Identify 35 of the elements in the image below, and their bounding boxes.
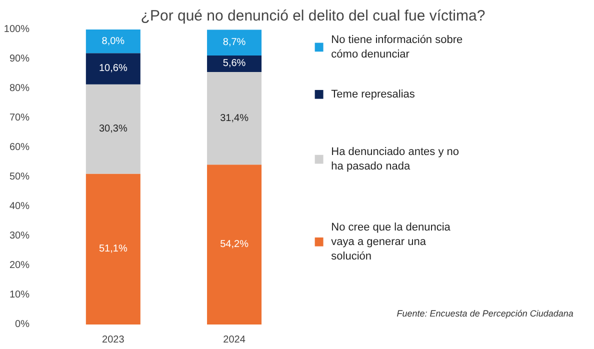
y-tick-label: 60% <box>9 142 30 153</box>
y-tick-label: 100% <box>4 24 30 35</box>
data-label: 10,6% <box>98 63 128 74</box>
data-label: 51,1% <box>98 244 128 255</box>
y-tick-label: 50% <box>9 172 30 182</box>
bar <box>86 84 140 174</box>
bar <box>86 30 140 54</box>
legend-label: Teme represalias <box>331 88 416 100</box>
bar <box>86 174 140 324</box>
y-tick-label: 0% <box>15 319 30 330</box>
bar <box>207 30 262 56</box>
y-tick-label: 20% <box>9 260 30 271</box>
bar <box>86 53 140 84</box>
y-tick-label: 10% <box>9 290 30 300</box>
bar <box>207 164 262 324</box>
x-tick-label: 2023 <box>102 334 125 346</box>
bar <box>207 55 262 72</box>
data-label: 8,7% <box>222 37 246 48</box>
legend-label: Ha denunciado antes y no ha pasado nada <box>331 146 459 172</box>
source-note: Fuente: Encuesta de Percepción Ciudadana <box>396 308 574 319</box>
y-tick-label: 80% <box>9 83 30 94</box>
data-label: 30,3% <box>98 124 128 135</box>
data-label: 5,6% <box>222 58 246 70</box>
legend-label: No tiene información sobre cómo denunciar <box>331 34 463 60</box>
bar <box>207 72 262 165</box>
y-tick-label: 40% <box>9 201 30 212</box>
y-tick-label: 70% <box>9 112 30 124</box>
y-tick-label: 90% <box>9 54 30 64</box>
x-tick-label: 2024 <box>223 334 246 346</box>
data-label: 8,0% <box>102 36 125 47</box>
chart-title: ¿Por qué no denunció el delito del cual fue víctima? <box>140 8 486 24</box>
data-label: 54,2% <box>220 239 249 250</box>
legend-label: No cree que la denuncia vaya a generar una solución <box>331 222 452 262</box>
data-label: 31,4% <box>220 112 249 124</box>
y-tick-label: 30% <box>9 230 30 242</box>
